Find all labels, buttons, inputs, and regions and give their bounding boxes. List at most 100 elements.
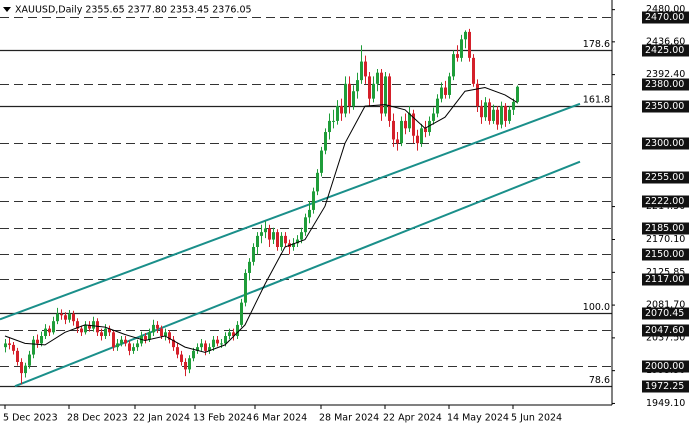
candle-body xyxy=(504,106,507,121)
level-label-box xyxy=(642,380,689,393)
x-tick-label: 13 Feb 2024 xyxy=(193,413,252,424)
candle-body xyxy=(340,106,343,114)
candle-body xyxy=(244,272,247,303)
candle-body xyxy=(436,98,439,114)
candle-body xyxy=(444,87,447,95)
candle-body xyxy=(176,347,179,355)
candle-body xyxy=(448,76,451,95)
x-tick-label: 22 Apr 2024 xyxy=(383,413,442,424)
candle-body xyxy=(152,324,155,333)
candle-body xyxy=(368,76,371,99)
candle-body xyxy=(220,343,223,345)
x-tick-label: 22 Jan 2024 xyxy=(133,413,190,424)
x-tick-label: 6 Mar 2024 xyxy=(253,413,307,424)
candle-body xyxy=(120,339,123,344)
candle-body xyxy=(392,120,395,140)
candle-body xyxy=(148,332,151,340)
x-tick-label: 28 Mar 2024 xyxy=(319,413,379,424)
candle-body xyxy=(268,228,271,240)
candle-body xyxy=(204,343,207,351)
candle-body xyxy=(16,350,19,362)
candle-body xyxy=(512,101,515,110)
level-label-box xyxy=(642,195,689,208)
labels: 2480.002436.602392.402214.502170.102125.… xyxy=(3,4,689,424)
candle-body xyxy=(468,31,471,58)
candle-body xyxy=(40,336,43,344)
x-tick-label: 14 May 2024 xyxy=(447,413,509,424)
fib-label: 78.6 xyxy=(589,375,610,386)
candle-body xyxy=(8,343,11,345)
candle-body xyxy=(336,106,339,121)
candle-body xyxy=(272,232,275,240)
candle-body xyxy=(188,358,191,370)
chart-title: XAUUSD,Daily 2355.65 2377.80 2353.45 237… xyxy=(15,5,252,16)
candle-body xyxy=(64,315,67,320)
candle-body xyxy=(192,350,195,359)
candle-body xyxy=(184,361,187,370)
candle-body xyxy=(472,57,475,84)
level-label-box xyxy=(642,360,689,373)
candle-body xyxy=(116,343,119,348)
candle-body xyxy=(332,120,335,122)
candle-body xyxy=(440,87,443,99)
candle-body xyxy=(420,128,423,144)
level-label: 1972.25 xyxy=(645,381,684,392)
candle-body xyxy=(124,339,127,344)
candle-body xyxy=(264,228,267,233)
candle-body xyxy=(236,324,239,337)
y-tick-label: 2125.85 xyxy=(646,267,685,278)
fib-label: 178.6 xyxy=(583,39,610,50)
candle-body xyxy=(424,128,427,133)
symbol-icon xyxy=(3,7,11,12)
candle-body xyxy=(84,324,87,333)
candle-body xyxy=(56,313,59,322)
candle-body xyxy=(60,313,63,316)
candle-body xyxy=(80,328,83,333)
candle-body xyxy=(464,31,467,40)
candle-body xyxy=(456,54,459,58)
candle-body xyxy=(172,339,175,348)
candle-body xyxy=(312,191,315,210)
candle-body xyxy=(324,132,327,151)
candle-body xyxy=(488,102,491,121)
candle-body xyxy=(112,332,115,348)
candle-body xyxy=(348,83,351,107)
x-tick-label: 28 Dec 2023 xyxy=(67,413,128,424)
level-label-box xyxy=(642,11,689,24)
level-label-box xyxy=(642,324,689,337)
candle-body xyxy=(248,261,251,273)
level-label: 2070.45 xyxy=(645,308,684,319)
candle-body xyxy=(480,106,483,118)
level-label: 2300.00 xyxy=(645,138,684,149)
level-label-box xyxy=(642,248,689,261)
level-label: 2117.00 xyxy=(645,274,684,285)
candle-body xyxy=(52,321,55,333)
candle-body xyxy=(412,113,415,136)
candle-body xyxy=(452,54,455,77)
candle-body xyxy=(136,343,139,348)
candle-body xyxy=(104,328,107,337)
candle-body xyxy=(320,150,323,173)
candle-body xyxy=(380,72,383,114)
candle-body xyxy=(256,235,259,248)
candle-body xyxy=(36,339,39,344)
trendlines xyxy=(0,102,581,388)
level-label-box xyxy=(642,137,689,150)
candle-body xyxy=(224,336,227,344)
y-tick-label: 2037.50 xyxy=(646,332,685,343)
candle-body xyxy=(304,217,307,233)
candle-body xyxy=(484,102,487,118)
candle-body xyxy=(72,313,75,322)
candle-body xyxy=(372,83,375,99)
candle-body xyxy=(508,109,511,121)
candle-body xyxy=(292,243,295,248)
candle-body xyxy=(32,339,35,355)
candle-body xyxy=(208,347,211,351)
y-tick-label: 2170.10 xyxy=(646,234,685,245)
candle-body xyxy=(328,120,331,133)
x-tick-label: 5 Dec 2023 xyxy=(3,413,58,424)
fib-label: 100.0 xyxy=(583,302,610,313)
candle-body xyxy=(284,235,287,244)
